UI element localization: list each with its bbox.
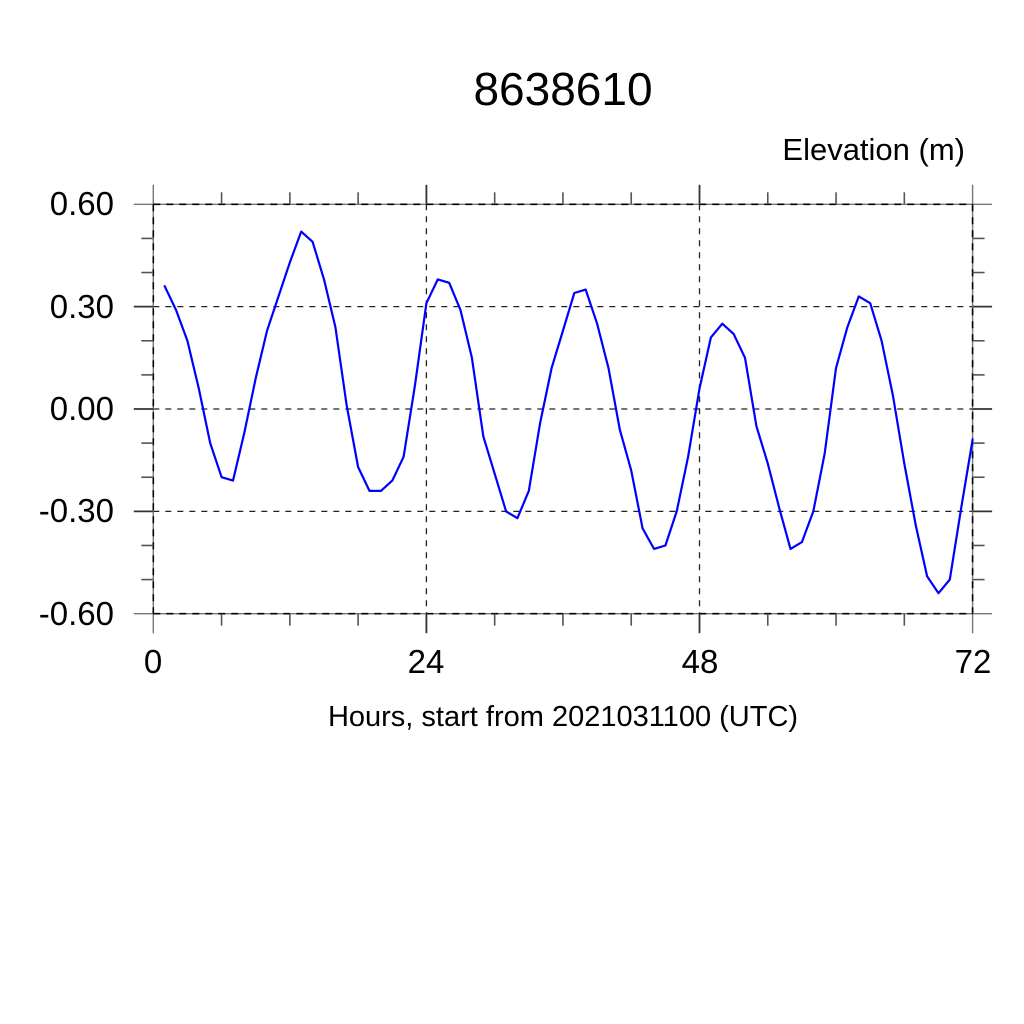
x-axis-label: Hours, start from 2021031100 (UTC)	[327, 701, 799, 733]
y-axis-title: Elevation (m)	[782, 132, 965, 167]
x-tick-label: 72	[954, 643, 992, 680]
y-tick-label: -0.30	[38, 492, 114, 529]
y-tick-label: 0.00	[49, 390, 114, 427]
y-tick-label: -0.60	[38, 595, 114, 632]
y-tick-label: 0.60	[49, 185, 114, 222]
y-tick-label: 0.30	[49, 288, 114, 325]
chart-title: 8638610	[473, 63, 653, 115]
elevation-series-line	[163, 230, 974, 595]
x-tick-label: 0	[143, 643, 163, 680]
x-tick-label: 48	[681, 643, 719, 680]
x-tick-label: 24	[407, 643, 445, 680]
